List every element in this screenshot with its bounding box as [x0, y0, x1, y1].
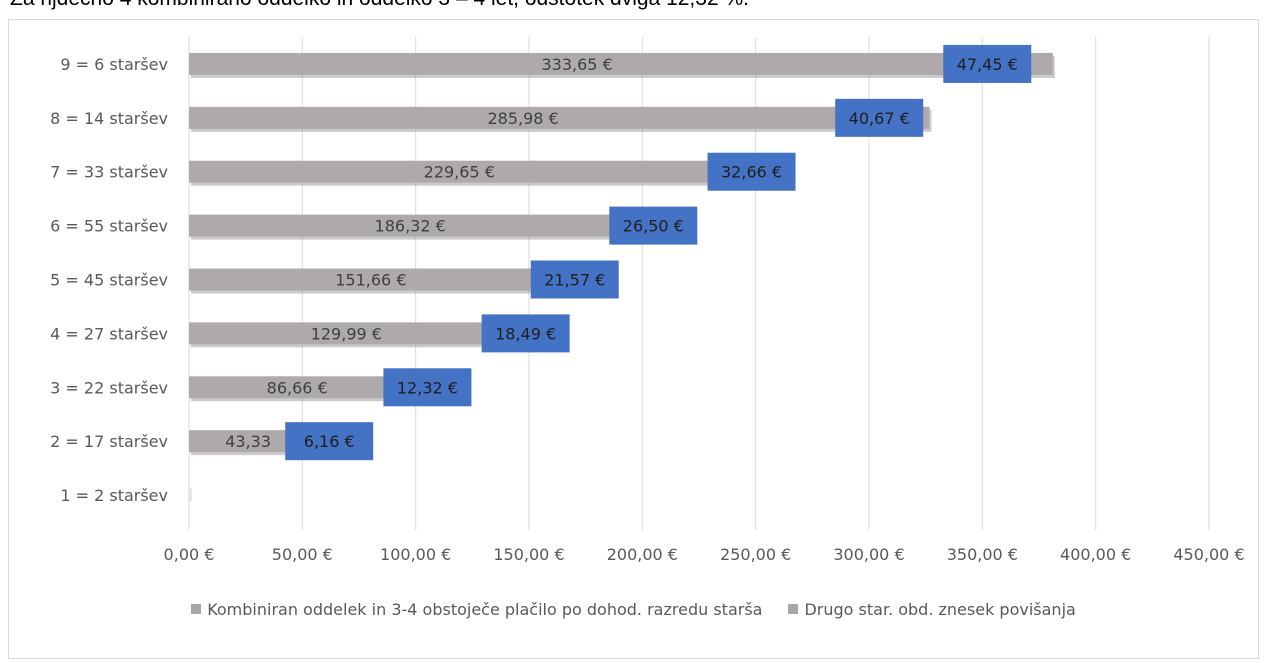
bar-increase-1 — [835, 98, 924, 137]
data-label-increase-0: 47,45 € — [957, 55, 1018, 74]
bar-increase-0 — [943, 44, 1032, 83]
category-label-4: 5 = 45 staršev — [50, 271, 168, 290]
x-tick-label-0: 0,00 € — [164, 545, 215, 564]
data-label-base-6: 86,66 € — [267, 378, 328, 397]
bar-increase-5 — [481, 314, 570, 353]
data-label-increase-5: 18,49 € — [495, 324, 556, 343]
data-label-increase-6: 12,32 € — [397, 378, 458, 397]
x-tick-label-9: 450,00 € — [1173, 545, 1244, 564]
x-tick-label-1: 50,00 € — [272, 545, 333, 564]
data-label-increase-2: 32,66 € — [721, 163, 782, 182]
bar-base-5 — [189, 322, 526, 345]
data-label-base-7: 43,33 — [225, 432, 271, 451]
data-label-base-3: 186,32 € — [375, 217, 446, 236]
bar-base-6 — [189, 376, 414, 399]
bar-base-7 — [189, 430, 302, 453]
category-label-8: 1 = 2 staršev — [60, 486, 168, 505]
category-label-1: 8 = 14 staršev — [50, 109, 168, 128]
data-label-increase-1: 40,67 € — [849, 109, 910, 128]
category-label-2: 7 = 33 staršev — [50, 163, 168, 182]
category-labels: 9 = 6 staršev 8 = 14 staršev 7 = 33 starše… — [50, 55, 168, 505]
bar-base-2 — [189, 160, 784, 183]
x-tick-label-8: 400,00 € — [1060, 545, 1131, 564]
data-label-increase-7: 6,16 € — [304, 432, 355, 451]
legend-item-series-1: Kombiniran oddelek in 3-4 obstoječe plač… — [191, 600, 762, 619]
bar-chart: 333,65 € 47,45 € 285,98 € 40,67 € 229,65 € 32… — [50, 37, 1245, 564]
chart-caption: Za rijdečno 4 kombinirano oddelko in odd… — [10, 0, 1260, 12]
bar-base-1 — [189, 106, 930, 129]
category-label-3: 6 = 55 staršev — [50, 217, 168, 236]
data-label-increase-3: 26,50 € — [623, 217, 684, 236]
category-label-6: 3 = 22 staršev — [50, 378, 168, 397]
x-tick-label-6: 300,00 € — [833, 545, 904, 564]
bar-increase-7 — [285, 422, 374, 461]
bar-base-4 — [189, 268, 582, 291]
x-tick-label-2: 100,00 € — [380, 545, 451, 564]
bar-increase-2 — [707, 152, 796, 191]
bar-base-8 — [188, 488, 192, 503]
legend-swatch-series-2 — [788, 604, 799, 614]
data-label-base-1: 285,98 € — [487, 109, 558, 128]
legend-label-series-1: Kombiniran oddelek in 3-4 obstoječe plač… — [207, 599, 763, 619]
legend-item-series-2: Drugo star. obd. znesek povišanja — [788, 599, 1076, 619]
bar-base-0 — [189, 52, 1053, 75]
data-label-base-0: 333,65 € — [542, 55, 613, 74]
bar-increase-6 — [383, 368, 472, 407]
legend-label-series-2: Drugo star. obd. znesek povišanja — [804, 599, 1076, 619]
bar-increase-4 — [530, 260, 619, 299]
category-label-5: 4 = 27 staršev — [50, 324, 168, 343]
x-tick-label-3: 150,00 € — [493, 545, 564, 564]
x-tick-label-4: 200,00 € — [607, 545, 678, 564]
x-tick-label-7: 350,00 € — [947, 545, 1018, 564]
x-tick-label-5: 250,00 € — [720, 545, 791, 564]
bar-base-3 — [189, 214, 672, 237]
data-label-base-2: 229,65 € — [424, 163, 495, 182]
category-label-7: 2 = 17 staršev — [50, 432, 168, 451]
legend-swatch-series-1 — [191, 604, 202, 614]
category-label-0: 9 = 6 staršev — [60, 55, 168, 74]
x-tick-labels: 0,00 € 50,00 € 100,00 € 150,00 € 200,00 € 250… — [164, 545, 1245, 564]
bar-increase-3 — [609, 206, 698, 245]
data-label-base-4: 151,66 € — [335, 271, 406, 290]
legend: Kombiniran oddelek in 3-4 obstoječe plač… — [0, 596, 1267, 622]
data-label-increase-4: 21,57 € — [544, 271, 605, 290]
bars: 333,65 € 47,45 € 285,98 € 40,67 € 229,65 € 32… — [188, 44, 1055, 503]
data-label-base-5: 129,99 € — [311, 324, 382, 343]
